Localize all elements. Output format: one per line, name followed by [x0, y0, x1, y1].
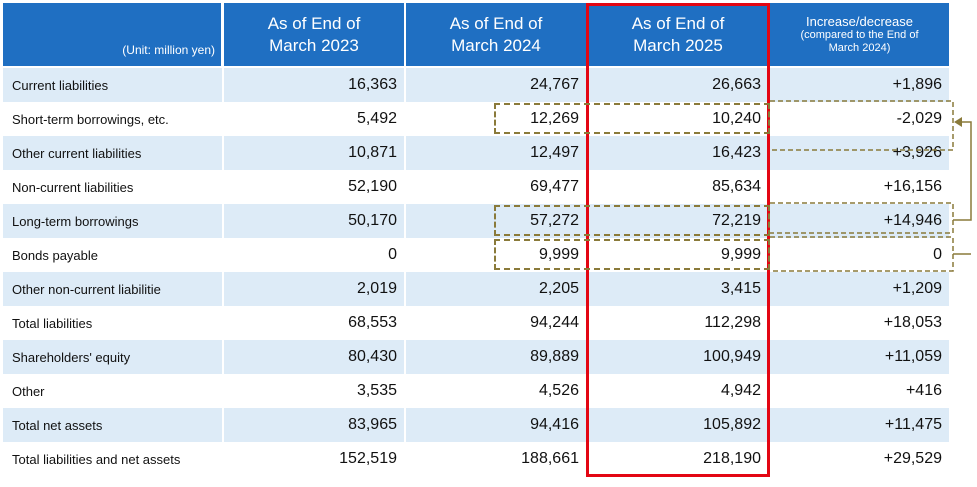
arrow-head-icon — [954, 117, 962, 127]
value-march-2025: 3,415 — [720, 280, 761, 297]
value-change: +1,896 — [892, 76, 942, 93]
value-change: +14,946 — [883, 212, 942, 229]
value-march-2024: 57,272 — [530, 212, 579, 229]
value-march-2023: 80,430 — [348, 348, 397, 365]
value-change: +3,926 — [892, 144, 942, 161]
value-march-2023: 16,363 — [348, 76, 397, 93]
value-change: +416 — [905, 382, 942, 399]
row-label: Current liabilities — [12, 77, 109, 93]
value-march-2025: 100,949 — [703, 348, 761, 365]
value-march-2024: 9,999 — [538, 246, 579, 263]
value-change: +1,209 — [892, 280, 942, 297]
value-change: +16,156 — [883, 178, 942, 195]
value-march-2023: 3,535 — [356, 382, 397, 399]
row-label: Total liabilities and net assets — [12, 451, 181, 467]
value-change: 0 — [933, 246, 942, 263]
dashed-box-short-term-borrowings — [494, 103, 770, 134]
value-march-2023: 50,170 — [348, 212, 397, 229]
bracket-arrow-connector — [770, 100, 972, 272]
value-march-2024: 12,269 — [530, 110, 579, 127]
header-march-2025: As of End of March 2025 — [588, 3, 768, 66]
table-row: Total liabilities 68,553 94,244 112,298 +18,… — [3, 306, 949, 340]
table-row: Shareholders' equity 80,430 89,889 100,949 +… — [3, 340, 949, 374]
value-march-2025: 16,423 — [712, 144, 761, 161]
value-march-2023: 52,190 — [348, 178, 397, 195]
value-march-2024: 24,767 — [530, 76, 579, 93]
value-change: +11,475 — [884, 416, 942, 433]
value-march-2024: 94,244 — [530, 314, 579, 331]
row-label: Other non-current liabilitie — [12, 281, 161, 297]
value-march-2025: 105,892 — [703, 416, 761, 433]
value-march-2023: 152,519 — [339, 450, 397, 467]
value-march-2025: 10,240 — [712, 110, 761, 127]
row-label: Other current liabilities — [12, 145, 142, 161]
header-march-2023: As of End of March 2023 — [224, 3, 404, 66]
row-label: Long-term borrowings — [12, 213, 139, 229]
row-label: Bonds payable — [12, 247, 99, 263]
value-march-2024: 94,416 — [530, 416, 579, 433]
column-divider — [222, 3, 224, 476]
row-label: Other — [12, 383, 45, 399]
table-row: Other 3,535 4,526 4,942 +416 — [3, 374, 949, 408]
value-march-2024: 12,497 — [530, 144, 579, 161]
value-march-2025: 9,999 — [720, 246, 761, 263]
value-march-2025: 72,219 — [712, 212, 761, 229]
value-march-2023: 2,019 — [356, 280, 397, 297]
value-change: -2,029 — [896, 110, 942, 127]
value-march-2025: 26,663 — [712, 76, 761, 93]
header-march-2024: As of End of March 2024 — [406, 3, 586, 66]
table-row: Total net assets 83,965 94,416 105,892 +11,4… — [3, 408, 949, 442]
table-row: Non-current liabilities 52,190 69,477 85,63… — [3, 170, 949, 204]
header-increase-decrease: Increase/decrease (compared to the End o… — [770, 3, 949, 66]
table-row: Total liabilities and net assets 152,519 1… — [3, 442, 949, 476]
value-march-2023: 0 — [388, 246, 397, 263]
row-label: Short-term borrowings, etc. — [12, 111, 169, 127]
column-divider — [404, 3, 406, 476]
value-march-2023: 10,871 — [348, 144, 397, 161]
balance-sheet-table: (Unit: million yen) As of End of March 20… — [3, 3, 972, 477]
value-change: +18,053 — [883, 314, 942, 331]
value-march-2024: 4,526 — [538, 382, 579, 399]
table-row: Other non-current liabilitie 2,019 2,205 3,… — [3, 272, 949, 306]
value-march-2025: 112,298 — [704, 314, 761, 331]
value-change: +29,529 — [883, 450, 942, 467]
value-march-2023: 5,492 — [356, 110, 397, 127]
row-label: Shareholders' equity — [12, 349, 131, 365]
value-march-2025: 218,190 — [703, 450, 761, 467]
value-march-2025: 4,942 — [720, 382, 761, 399]
table-row: Other current liabilities 10,871 12,497 16,… — [3, 136, 949, 170]
value-march-2024: 188,661 — [521, 450, 579, 467]
row-label: Non-current liabilities — [12, 179, 134, 195]
table-row: Short-term borrowings, etc. 5,492 12,269 10… — [3, 102, 949, 136]
value-march-2024: 2,205 — [538, 280, 579, 297]
dashed-box-bonds-payable — [494, 239, 770, 270]
value-march-2023: 68,553 — [348, 314, 397, 331]
table-row: Bonds payable 0 9,999 9,999 0 — [3, 238, 949, 272]
value-change: +11,059 — [884, 348, 942, 365]
table-row: Long-term borrowings 50,170 57,272 72,219 +1… — [3, 204, 949, 238]
unit-header: (Unit: million yen) — [3, 3, 221, 66]
value-march-2025: 85,634 — [712, 178, 761, 195]
value-march-2023: 83,965 — [348, 416, 397, 433]
dashed-box-long-term-borrowings — [494, 205, 770, 236]
value-march-2024: 89,889 — [530, 348, 579, 365]
unit-label: (Unit: million yen) — [122, 43, 215, 57]
row-label: Total net assets — [12, 417, 103, 433]
value-march-2024: 69,477 — [530, 178, 579, 195]
table-row: Current liabilities 16,363 24,767 26,663 +1,… — [3, 68, 949, 102]
row-label: Total liabilities — [12, 315, 93, 331]
